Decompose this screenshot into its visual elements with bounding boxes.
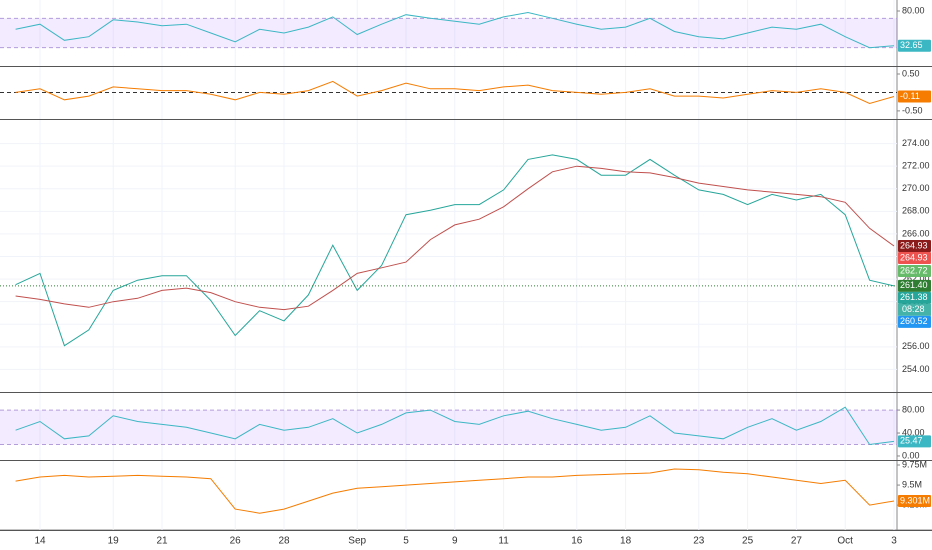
x-tick-label: 3 xyxy=(891,536,897,547)
price-badge xyxy=(898,251,931,264)
last-value-badge xyxy=(898,435,931,448)
x-tick-label: Sep xyxy=(348,536,366,547)
y-tick-label: 266.00 xyxy=(902,228,930,238)
last-value-label: 25.47 xyxy=(900,436,923,446)
price-badge-label: 264.93 xyxy=(900,240,928,250)
y-tick-label: 9.5M xyxy=(902,479,922,489)
x-tick-label: 5 xyxy=(403,536,409,547)
series-line xyxy=(15,468,895,514)
y-tick-label: 262.00 xyxy=(902,273,930,283)
y-tick-label: 270.00 xyxy=(902,183,930,193)
price-badge-label: 261.40 xyxy=(900,280,928,290)
x-tick-label: 19 xyxy=(108,536,120,547)
band xyxy=(0,410,897,445)
x-tick-label: 26 xyxy=(230,536,242,547)
x-tick-label: 28 xyxy=(278,536,290,547)
x-tick-label: 27 xyxy=(791,536,803,547)
price-badge-label: 260.52 xyxy=(900,316,928,326)
x-tick-label: 11 xyxy=(498,536,509,547)
y-tick-label: 272.00 xyxy=(902,161,930,171)
x-tick-label: 23 xyxy=(693,536,705,547)
price-badge xyxy=(898,264,931,277)
price-badge-label: 264.93 xyxy=(900,252,928,262)
x-tick-label: 25 xyxy=(742,536,754,547)
last-value-label: -0.11 xyxy=(900,91,920,101)
x-tick-label: 14 xyxy=(34,536,46,547)
y-tick-label: 256.00 xyxy=(902,341,930,351)
price-badge xyxy=(898,315,931,328)
series-line xyxy=(15,11,895,49)
y-tick-label: 80.00 xyxy=(902,5,925,15)
y-tick-label: 9.75M xyxy=(902,459,927,469)
y-tick-label: 254.00 xyxy=(902,364,930,374)
series-line xyxy=(15,406,895,446)
y-tick-label: -0.50 xyxy=(902,105,923,115)
x-tick-label: 18 xyxy=(620,536,632,547)
x-tick-label: Oct xyxy=(837,536,853,547)
band xyxy=(0,18,897,48)
y-tick-label: 268.00 xyxy=(902,206,930,216)
series-line xyxy=(15,165,895,311)
price-badge-label: 261.38 xyxy=(900,292,928,302)
last-value-badge xyxy=(898,495,931,508)
price-badge xyxy=(898,279,931,292)
price-badge xyxy=(898,291,931,304)
series-line xyxy=(15,154,895,347)
x-tick-label: 21 xyxy=(156,536,168,547)
last-value-label: 32.65 xyxy=(900,40,923,50)
y-tick-label: 40.00 xyxy=(902,427,925,437)
price-badge xyxy=(898,239,931,252)
last-value-badge xyxy=(898,90,931,103)
y-tick-label: 274.00 xyxy=(902,138,930,148)
x-tick-label: 16 xyxy=(571,536,583,547)
series-line xyxy=(15,80,895,105)
countdown: 08:28 xyxy=(902,304,925,314)
x-tick-label: 9 xyxy=(452,536,458,547)
y-tick-label: 0.50 xyxy=(902,68,920,78)
countdown-bg xyxy=(898,303,931,316)
last-value-badge xyxy=(898,39,931,52)
y-tick-label: 80.00 xyxy=(902,404,925,414)
last-value-label: 9.301M xyxy=(900,495,930,505)
y-tick-label: 0.00 xyxy=(902,450,920,460)
price-badge-label: 262.72 xyxy=(900,265,928,275)
